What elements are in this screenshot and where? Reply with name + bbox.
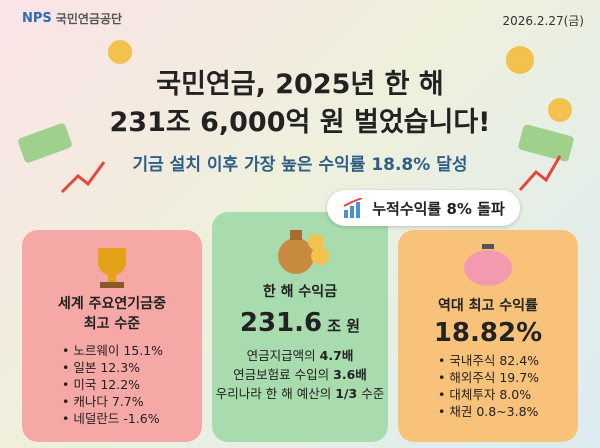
org-name: 국민연금공단	[55, 12, 123, 26]
coin	[506, 46, 534, 74]
text-part: 우리나라 한 해 예산의	[215, 386, 332, 401]
text-part: 연금지급액의	[246, 348, 316, 363]
text-part: 3.6배	[333, 367, 367, 382]
badge: 누적수익률 8% 돌파	[327, 190, 520, 226]
coin	[108, 40, 132, 64]
banknote	[518, 124, 574, 162]
logo-text: NPS	[22, 11, 52, 26]
trend-arrow	[518, 155, 562, 191]
list-item: • 채권 0.8~3.8%	[438, 404, 539, 419]
text-line: 연금지급액의 4.7배	[212, 346, 388, 365]
coin	[548, 98, 572, 122]
big-value: 18.82%	[433, 318, 543, 348]
card-title: 최고 수준	[83, 316, 141, 332]
card: 세계 주요연기금중 최고 수준 • 노르웨이 15.1% • 일본 12.3% • …	[22, 230, 202, 442]
list-item: • 해외주식 19.7%	[438, 370, 540, 385]
card: 역대 최고 수익률 18.82% • 국내주식 82.4% • 해외주식 19.7…	[398, 230, 578, 442]
list-item: • 대체투자 8.0%	[438, 387, 532, 402]
list-item: • 일본 12.3%	[62, 360, 141, 375]
trend-arrow	[60, 161, 106, 194]
text-line: 우리나라 한 해 예산의 1/3 수준	[212, 384, 388, 403]
piggy-icon	[464, 244, 512, 286]
big-value: 231.6	[239, 308, 323, 338]
text-part: 수준	[361, 386, 385, 401]
badge-text: 누적수익률 8% 돌파	[372, 199, 505, 218]
card: 한 해 수익금 231.6 조 원 연금지급액의 4.7배 연금보험료 수입의 3.6…	[212, 212, 388, 442]
list-item: • 국내주식 82.4%	[438, 353, 540, 368]
text-part: 연금보험료 수입의	[233, 367, 330, 382]
list-item: • 캐나다 7.7%	[62, 394, 144, 409]
card-title: 역대 최고 수익률	[438, 298, 538, 314]
text-part: 1/3	[335, 386, 358, 401]
list-item: • 노르웨이 15.1%	[62, 343, 164, 358]
date: 2026.2.27(금)	[502, 14, 584, 28]
card-title: 세계 주요연기금중	[58, 296, 166, 312]
trophy-icon	[98, 248, 126, 288]
moneybag-icon	[278, 230, 329, 274]
chart-icon	[343, 198, 363, 218]
logo: NPS 국민연금공단	[22, 10, 122, 27]
banknote	[18, 123, 72, 163]
list-item: • 미국 12.2%	[62, 377, 141, 392]
headline: 231조 6,000억 원 벌었습니다!	[109, 107, 491, 138]
card-title: 한 해 수익금	[262, 284, 338, 300]
unit: 조 원	[327, 317, 361, 335]
subtitle: 기금 설치 이후 가장 높은 수익률 18.8% 달성	[132, 155, 468, 175]
text-line: 연금보험료 수입의 3.6배	[212, 365, 388, 384]
text-part: 4.7배	[319, 348, 354, 363]
headline: 국민연금, 2025년 한 해	[156, 69, 444, 100]
list-item: • 네덜란드 -1.6%	[62, 411, 160, 426]
